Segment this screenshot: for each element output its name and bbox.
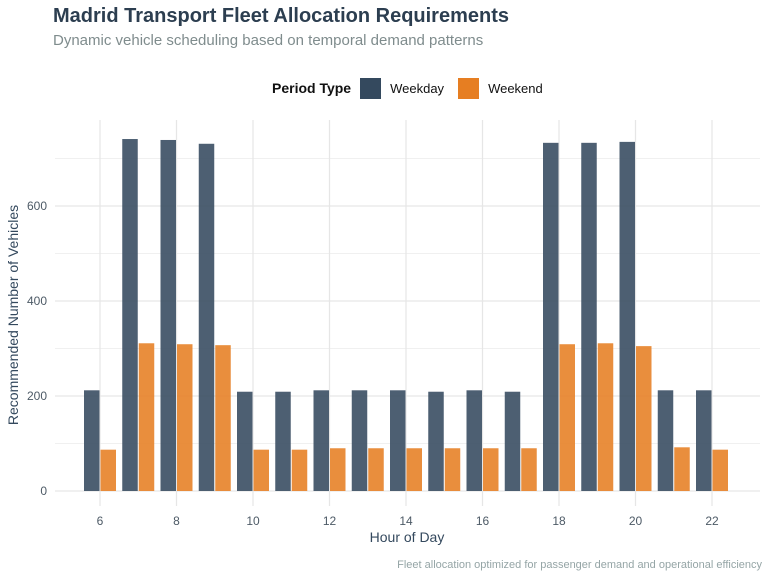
legend-swatch-weekday — [360, 77, 382, 99]
bar-weekend-hour-6 — [100, 449, 116, 491]
bar-weekend-hour-11 — [291, 449, 308, 491]
legend-item-weekend: Weekend — [458, 77, 543, 99]
x-tick-label: 14 — [399, 514, 413, 528]
legend-swatch-weekend — [458, 77, 480, 99]
y-tick-label: 0 — [40, 484, 47, 498]
x-tick-label: 16 — [476, 514, 490, 528]
bar-weekend-hour-7 — [138, 343, 155, 491]
x-tick-label: 10 — [246, 514, 260, 528]
bar-weekend-hour-12 — [330, 448, 346, 491]
chart-subtitle: Dynamic vehicle scheduling based on temp… — [53, 32, 484, 49]
bar-weekday-hour-10 — [237, 391, 253, 491]
bar-weekday-hour-18 — [543, 142, 559, 491]
bar-weekend-hour-15 — [444, 448, 461, 491]
bars — [84, 139, 728, 491]
legend-title: Period Type — [272, 80, 352, 96]
y-tick-label: 200 — [27, 389, 47, 403]
x-tick-label: 20 — [629, 514, 643, 528]
bar-weekend-hour-22 — [712, 449, 728, 491]
x-tick-label: 6 — [97, 514, 104, 528]
bar-weekend-hour-10 — [253, 449, 269, 491]
x-axis-ticks: 6 8 10 12 14 16 18 20 22 — [97, 514, 719, 528]
bar-weekday-hour-14 — [390, 390, 406, 491]
bar-weekend-hour-14 — [406, 448, 422, 491]
bar-weekday-hour-7 — [122, 139, 138, 491]
legend-label-weekend: Weekend — [488, 80, 543, 96]
bar-weekend-hour-18 — [559, 344, 575, 491]
bar-weekday-hour-8 — [160, 139, 176, 491]
bar-weekend-hour-19 — [597, 343, 614, 491]
bar-weekend-hour-9 — [215, 345, 231, 491]
x-tick-label: 12 — [323, 514, 337, 528]
chart-title: Madrid Transport Fleet Allocation Requir… — [53, 5, 509, 27]
legend: Period Type Weekday Weekend — [272, 76, 557, 100]
x-tick-label: 8 — [173, 514, 180, 528]
chart-caption: Fleet allocation optimized for passenger… — [397, 559, 762, 571]
bar-weekend-hour-8 — [177, 344, 193, 491]
x-tick-label: 18 — [552, 514, 566, 528]
legend-label-weekday: Weekday — [390, 80, 445, 96]
y-tick-label: 600 — [27, 199, 47, 213]
y-axis-title: Recommended Number of Vehicles — [5, 205, 21, 425]
bar-weekday-hour-6 — [84, 390, 100, 491]
bar-weekend-hour-21 — [674, 447, 690, 491]
bar-weekday-hour-21 — [657, 390, 674, 491]
bar-weekday-hour-16 — [466, 390, 482, 491]
x-axis-title: Hour of Day — [370, 529, 445, 545]
bar-weekday-hour-19 — [581, 142, 597, 491]
y-axis-ticks: 0 200 400 600 — [27, 199, 47, 498]
legend-item-weekday: Weekday — [360, 77, 445, 99]
bar-weekday-hour-13 — [351, 390, 368, 491]
bar-weekend-hour-13 — [368, 448, 384, 491]
bar-weekend-hour-17 — [521, 448, 537, 491]
y-tick-label: 400 — [27, 294, 47, 308]
bar-weekend-hour-20 — [636, 346, 652, 491]
bar-weekday-hour-9 — [198, 143, 215, 491]
bar-weekday-hour-15 — [428, 391, 444, 491]
bar-weekday-hour-12 — [313, 390, 329, 491]
x-tick-label: 22 — [705, 514, 719, 528]
bar-weekday-hour-11 — [275, 391, 291, 491]
bar-weekday-hour-17 — [504, 391, 521, 491]
bar-weekend-hour-16 — [483, 448, 499, 491]
bar-weekday-hour-22 — [696, 390, 712, 491]
bar-weekday-hour-20 — [619, 141, 635, 491]
